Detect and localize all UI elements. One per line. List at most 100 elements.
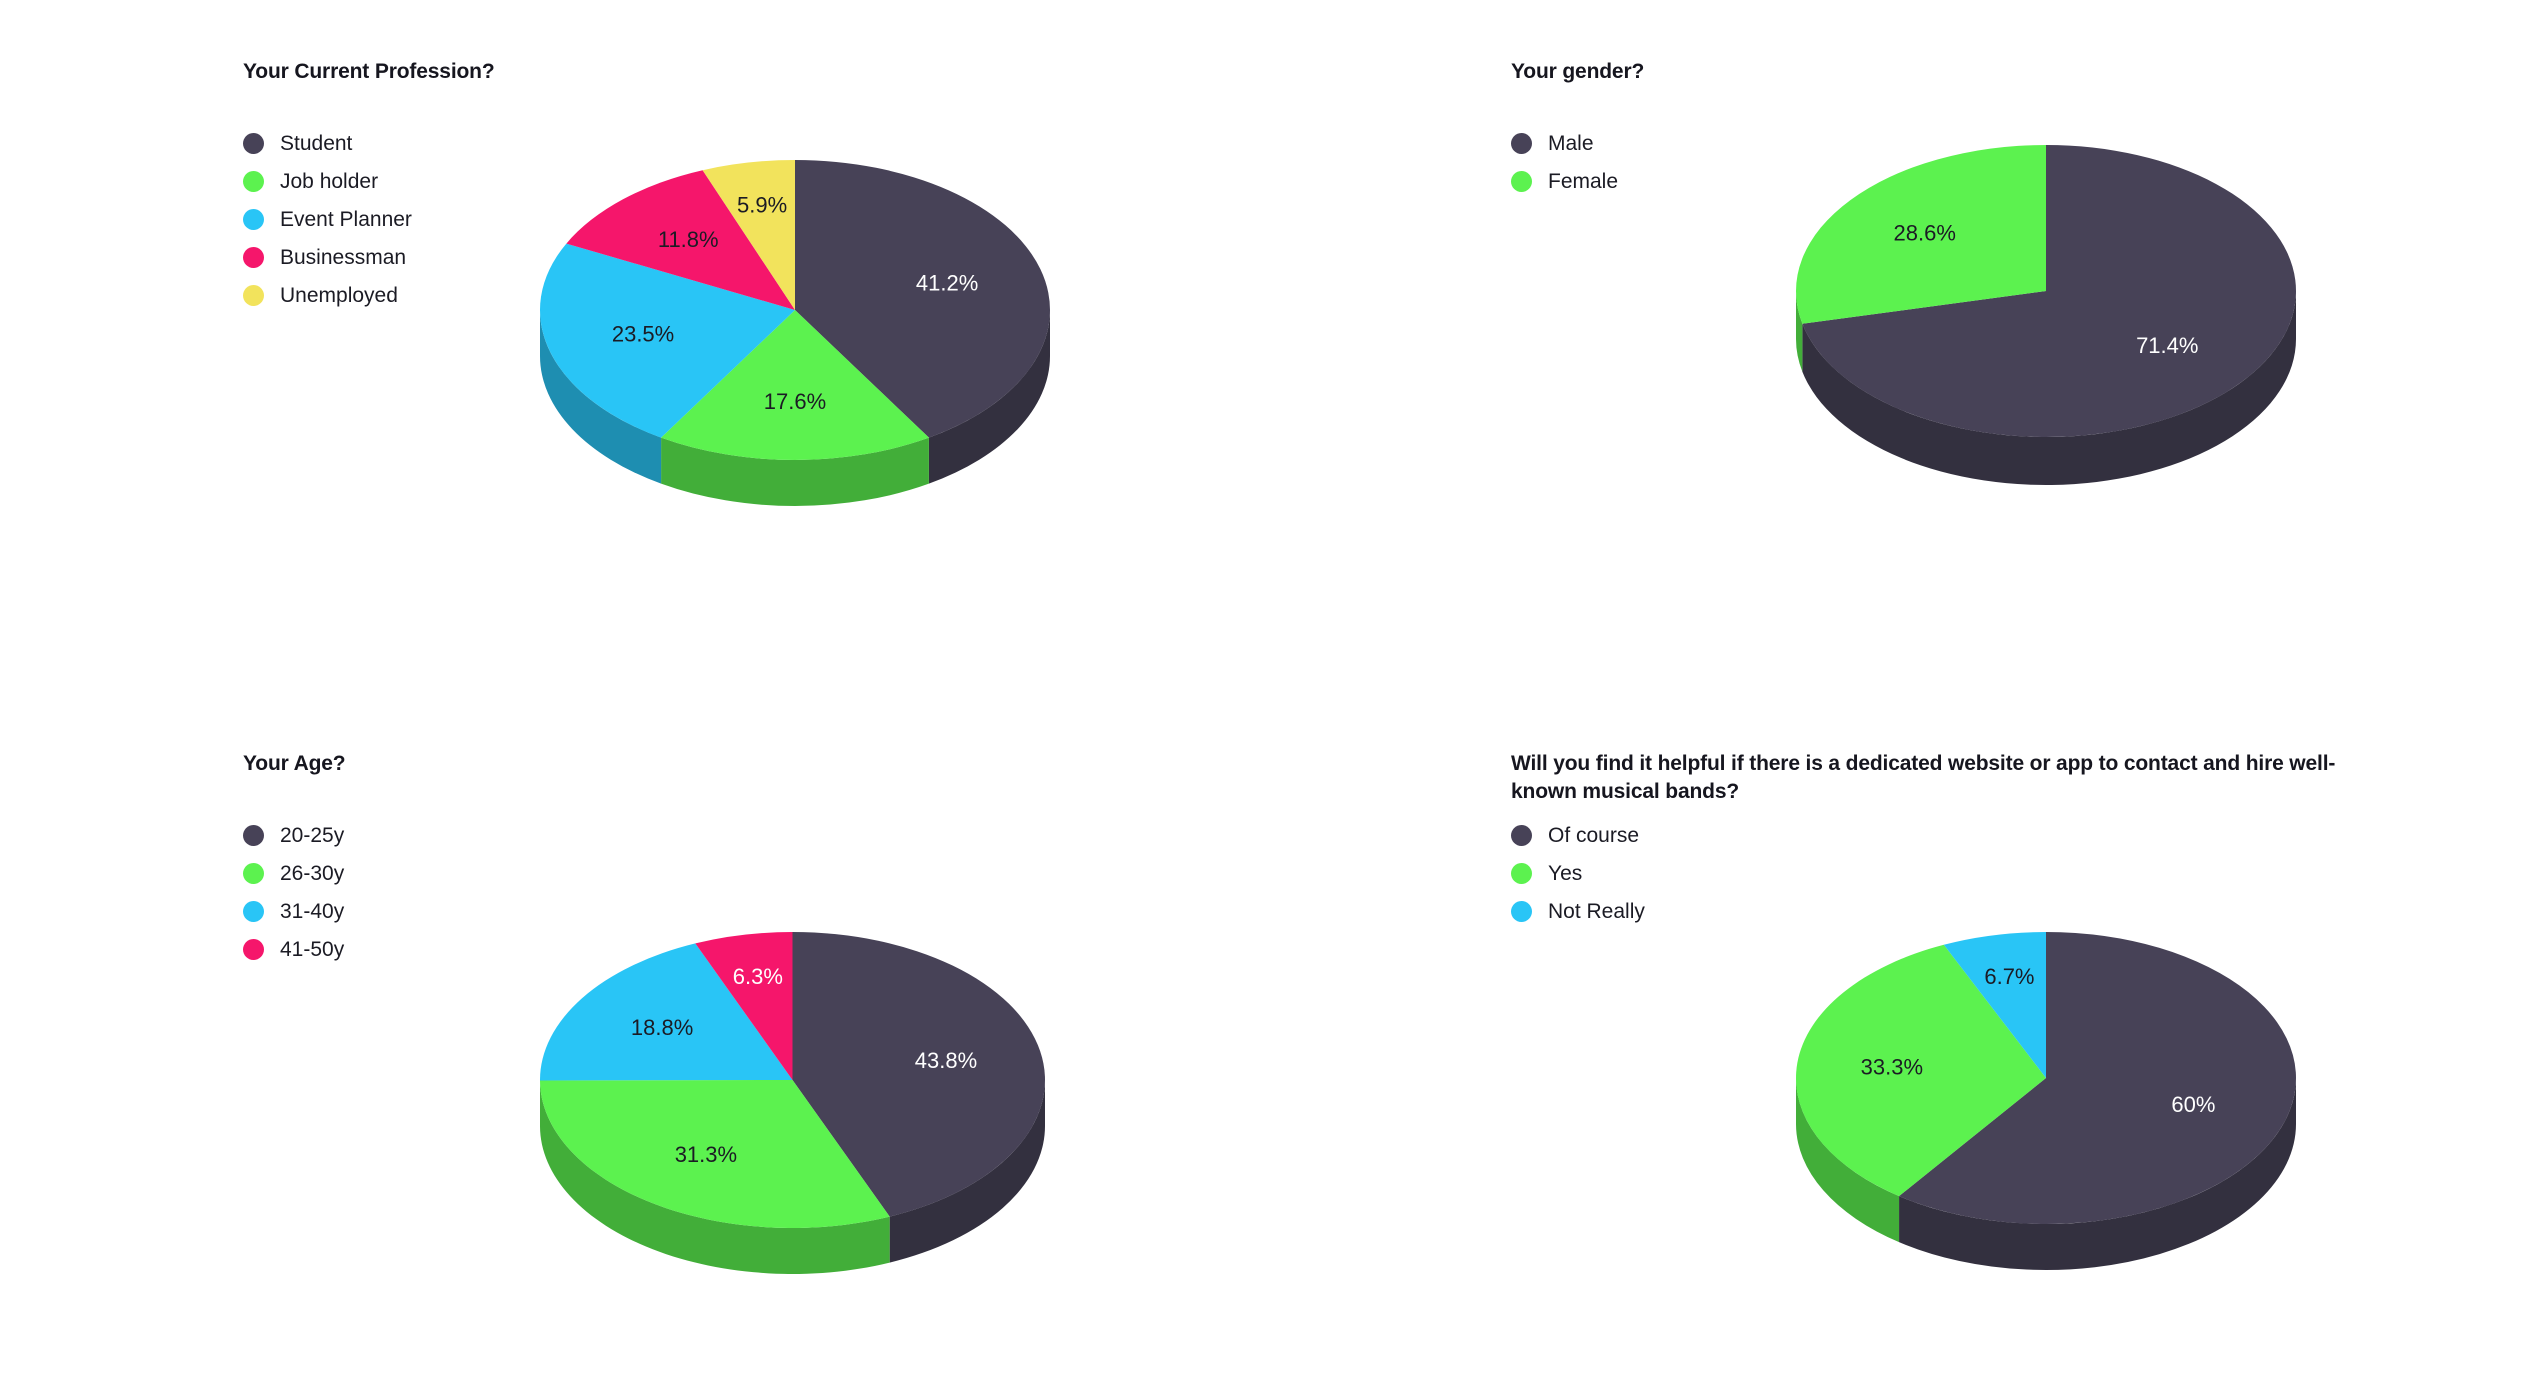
legend-swatch-icon xyxy=(243,170,264,192)
legend-item-label: Male xyxy=(1548,131,1594,155)
legend-swatch-icon xyxy=(243,900,264,922)
legend-item[interactable]: 26-30y xyxy=(243,854,344,892)
chart-legend: Male Female xyxy=(1511,124,1618,200)
legend-item[interactable]: Job holder xyxy=(243,162,412,200)
pie-slice[interactable] xyxy=(661,310,929,460)
pie-slice-label: 6.3% xyxy=(733,964,783,989)
pie-slice-label: 31.3% xyxy=(675,1142,737,1167)
pie-slice-side xyxy=(1796,1078,1900,1243)
pie-slice[interactable] xyxy=(702,160,795,310)
legend-item-label: Event Planner xyxy=(280,207,412,231)
pie-labels: 43.8% 31.3% 18.8% 6.3% xyxy=(631,964,977,1167)
legend-item[interactable]: Yes xyxy=(1511,854,1645,892)
chart-legend: 20-25y 26-30y 31-40y 41-50y xyxy=(243,816,344,968)
pie-slice[interactable] xyxy=(540,243,795,438)
chart-legend: Of course Yes Not Really xyxy=(1511,816,1645,930)
pie-slice[interactable] xyxy=(566,170,795,310)
legend-item-label: Yes xyxy=(1548,861,1583,885)
legend-swatch-icon xyxy=(1511,132,1532,154)
pie-labels: 60% 33.3% 6.7% xyxy=(1861,964,2216,1117)
legend-item[interactable]: Unemployed xyxy=(243,276,412,314)
pie-slice-side xyxy=(889,1080,1045,1263)
pie-slice-label: 43.8% xyxy=(915,1048,977,1073)
pie-slice[interactable] xyxy=(1943,932,2046,1078)
pie-slice-side xyxy=(540,310,662,484)
legend-swatch-icon xyxy=(243,284,264,306)
legend-item[interactable]: Female xyxy=(1511,162,1618,200)
pie-top-layer xyxy=(540,160,1050,460)
legend-swatch-icon xyxy=(1511,862,1532,884)
legend-item-label: Not Really xyxy=(1548,899,1645,923)
legend-item-label: 20-25y xyxy=(280,823,345,847)
pie-slice[interactable] xyxy=(695,932,793,1080)
legend-item-label: Job holder xyxy=(280,169,379,193)
legend-item[interactable]: Of course xyxy=(1511,816,1645,854)
pie-svg: 60% 33.3% 6.7% xyxy=(1796,932,2296,1270)
legend-item[interactable]: Not Really xyxy=(1511,892,1645,930)
legend-item[interactable]: 31-40y xyxy=(243,892,344,930)
legend-swatch-icon xyxy=(243,246,264,268)
pie-slice-label: 5.9% xyxy=(737,193,787,218)
legend-item[interactable]: Student xyxy=(243,124,412,162)
legend-swatch-icon xyxy=(1511,170,1532,192)
chart-panel-gender: Your gender? Male Female 71.4% 28.6% xyxy=(1268,0,2536,692)
chart-legend: Student Job holder Event Planner Businessma… xyxy=(243,124,412,314)
page-title: Will you find it helpful if there is a d… xyxy=(1511,752,2336,804)
page-title: Your gender? xyxy=(1511,60,1645,83)
pie-slice[interactable] xyxy=(1796,944,2046,1197)
legend-item-label: Unemployed xyxy=(280,283,398,307)
pie-slice-side xyxy=(1796,291,1803,372)
pie-depth-layer xyxy=(1796,1078,2296,1270)
pie-slice-side xyxy=(928,310,1050,484)
pie-chart-dedicated-website: 60% 33.3% 6.7% xyxy=(1796,932,2296,1270)
pie-slice[interactable] xyxy=(1899,932,2296,1224)
legend-item[interactable]: Businessman xyxy=(243,238,412,276)
pie-slice[interactable] xyxy=(795,160,1050,438)
pie-slice-side xyxy=(661,437,929,506)
pie-svg: 41.2% 17.6% 23.5% 11.8% 5.9% xyxy=(540,160,1050,506)
legend-item-label: 31-40y xyxy=(280,899,345,923)
legend-swatch-icon xyxy=(243,862,264,884)
legend-item-label: 41-50y xyxy=(280,937,345,961)
pie-slice[interactable] xyxy=(792,932,1046,1217)
legend-swatch-icon xyxy=(1511,824,1532,846)
legend-item-label: 26-30y xyxy=(280,861,345,885)
legend-item-label: Businessman xyxy=(280,245,407,269)
pie-slice-side xyxy=(1899,1078,2296,1270)
pie-top-layer xyxy=(540,932,1046,1228)
legend-swatch-icon xyxy=(243,208,264,230)
pie-slice-label: 6.7% xyxy=(1984,964,2034,989)
pie-slice-label: 18.8% xyxy=(631,1015,693,1040)
page-title: Your Current Profession? xyxy=(243,60,495,83)
legend-item-label: Student xyxy=(280,131,353,155)
pie-chart-gender: 71.4% 28.6% xyxy=(1796,145,2296,486)
pie-depth-layer xyxy=(1796,291,2296,486)
pie-svg: 71.4% 28.6% xyxy=(1796,145,2296,486)
legend-item[interactable]: 41-50y xyxy=(243,930,344,968)
pie-svg: 43.8% 31.3% 18.8% 6.3% xyxy=(540,932,1046,1274)
pie-labels: 71.4% 28.6% xyxy=(1894,220,2199,358)
chart-panel-profession: Your Current Profession? Student Job hold… xyxy=(0,0,1268,692)
pie-slice[interactable] xyxy=(1796,145,2046,324)
legend-swatch-icon xyxy=(243,938,264,960)
pie-slice-label: 17.6% xyxy=(764,389,826,414)
legend-item[interactable]: 20-25y xyxy=(243,816,344,854)
pie-slice-label: 28.6% xyxy=(1894,220,1956,245)
pie-slice[interactable] xyxy=(1802,145,2296,437)
legend-item[interactable]: Male xyxy=(1511,124,1618,162)
pie-chart-profession: 41.2% 17.6% 23.5% 11.8% 5.9% xyxy=(540,160,1050,506)
pie-top-layer xyxy=(1796,145,2296,437)
pie-chart-age: 43.8% 31.3% 18.8% 6.3% xyxy=(540,932,1046,1274)
legend-swatch-icon xyxy=(243,824,264,846)
legend-swatch-icon xyxy=(1511,900,1532,922)
pie-slice[interactable] xyxy=(540,1080,890,1228)
pie-slice-label: 71.4% xyxy=(2136,333,2198,358)
pie-slice-label: 33.3% xyxy=(1861,1054,1923,1079)
legend-swatch-icon xyxy=(243,132,264,154)
pie-depth-layer xyxy=(540,1080,1045,1274)
legend-item-label: Female xyxy=(1548,169,1619,193)
legend-item[interactable]: Event Planner xyxy=(243,200,412,238)
pie-top-layer xyxy=(1796,932,2296,1224)
pie-slice[interactable] xyxy=(540,943,793,1081)
